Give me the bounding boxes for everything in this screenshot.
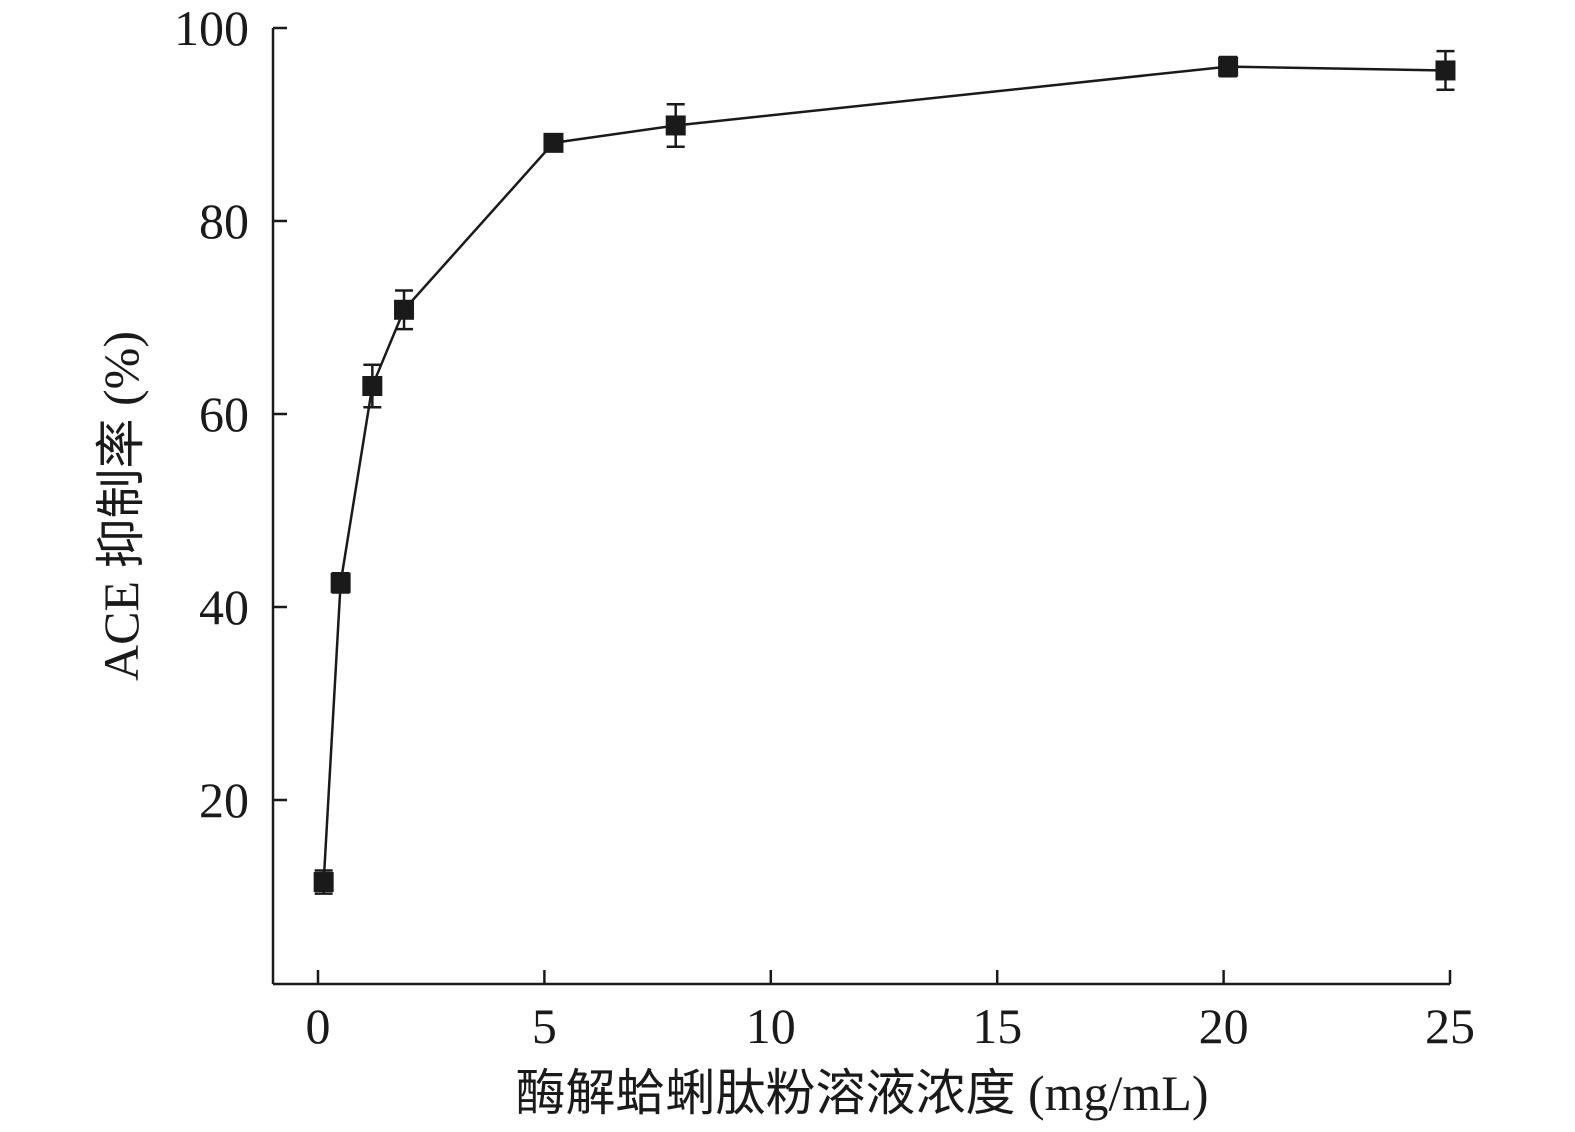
data-point xyxy=(394,299,415,320)
y-tick-label-100: 100 xyxy=(174,0,249,56)
y-tick-label-80: 80 xyxy=(199,193,249,249)
y-tick-label-20: 20 xyxy=(199,772,249,828)
data-point xyxy=(313,872,334,893)
x-ticks: 0 5 10 15 20 25 xyxy=(306,970,1475,1054)
series xyxy=(313,49,1456,895)
data-point xyxy=(665,115,686,136)
x-tick-label-10: 10 xyxy=(746,998,796,1054)
data-point xyxy=(362,376,383,397)
data-point xyxy=(1435,60,1456,81)
y-axis-title: ACE 抑制率 (%) xyxy=(93,331,149,681)
y-tick-label-40: 40 xyxy=(199,579,249,635)
x-axis-title: 酶解蛤蜊肽粉溶液浓度 (mg/mL) xyxy=(515,1065,1208,1121)
axes xyxy=(271,28,1450,986)
y-tick-label-60: 60 xyxy=(199,386,249,442)
x-tick-label-25: 25 xyxy=(1425,998,1475,1054)
data-point xyxy=(330,572,351,593)
x-tick-label-5: 5 xyxy=(532,998,557,1054)
x-tick-label-20: 20 xyxy=(1199,998,1249,1054)
x-tick-label-0: 0 xyxy=(306,998,331,1054)
x-tick-label-15: 15 xyxy=(972,998,1022,1054)
data-point xyxy=(1218,56,1239,77)
y-ticks: 20 40 60 80 100 xyxy=(174,0,287,828)
series-line xyxy=(322,65,1446,883)
data-point xyxy=(543,132,564,153)
